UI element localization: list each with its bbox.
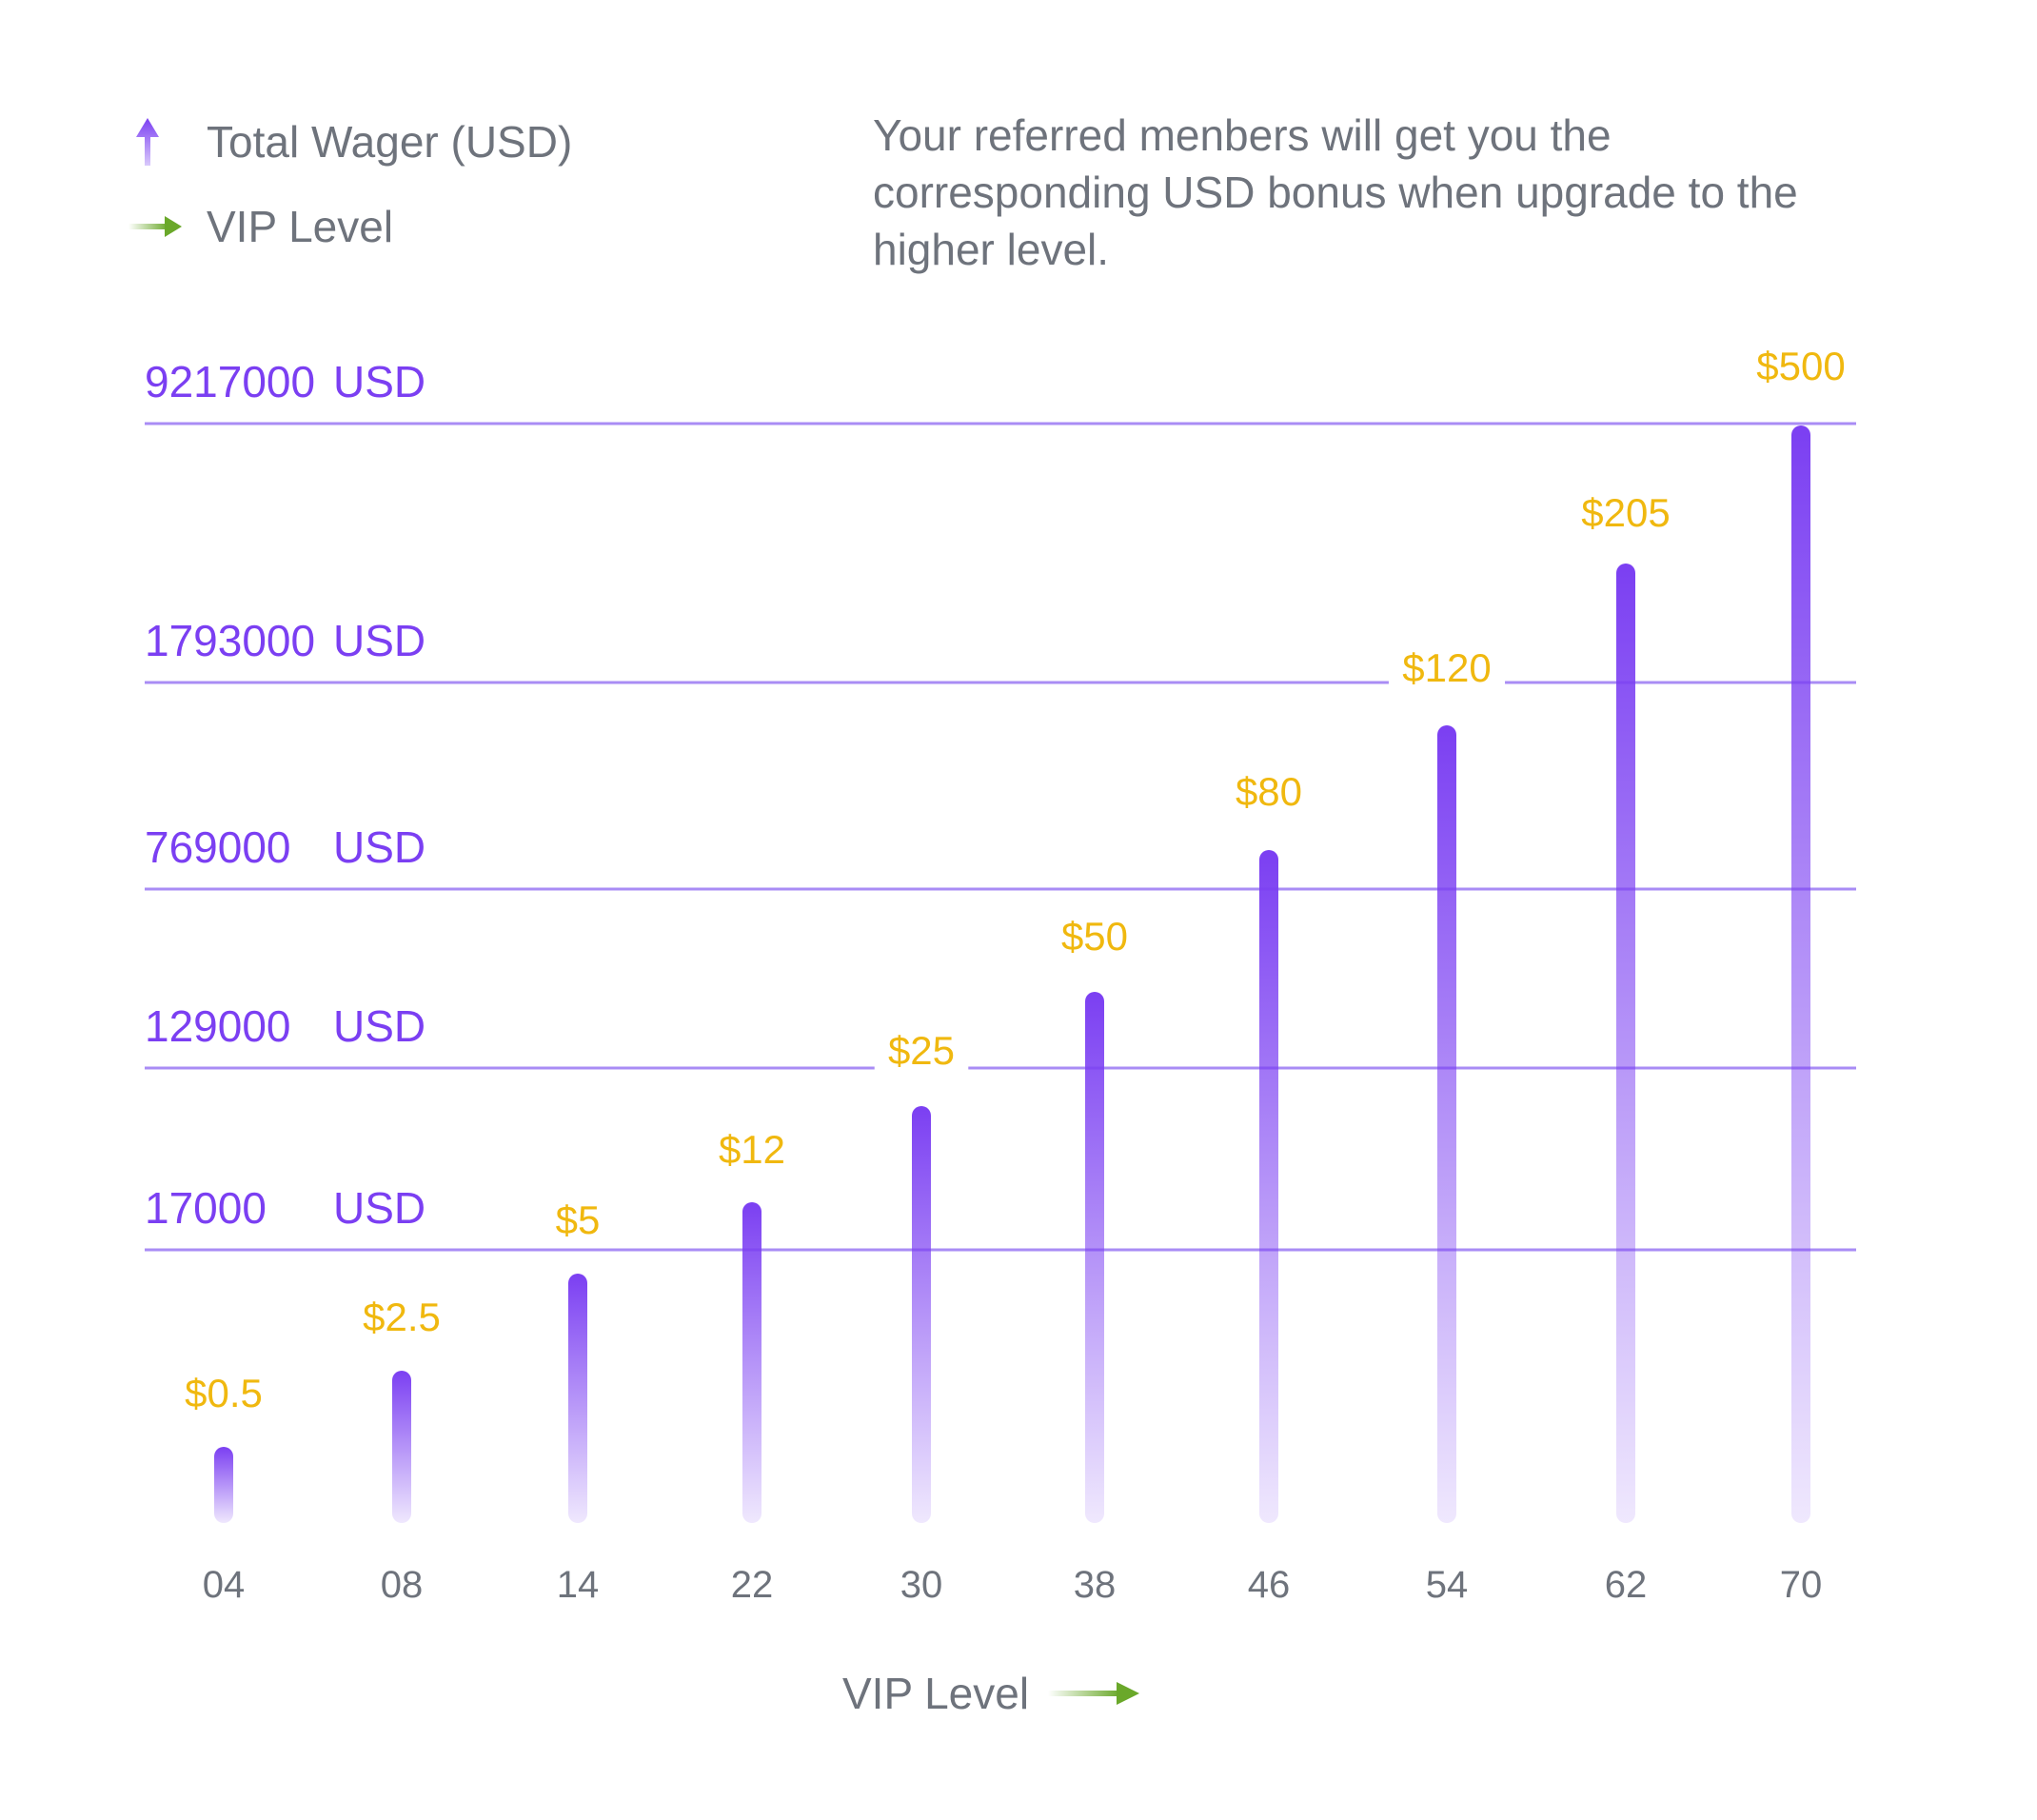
data-label-background (1047, 908, 1142, 963)
data-label: $80 (1236, 769, 1302, 814)
x-tick-label: 70 (1780, 1564, 1823, 1606)
data-label-background (1742, 338, 1860, 393)
reference-line-value: 129000 (145, 1001, 291, 1051)
bar-level-54 (1437, 725, 1456, 1523)
x-axis-label: VIP Level (842, 1669, 1030, 1718)
reference-line-unit: USD (333, 616, 425, 665)
x-tick-label: 08 (381, 1564, 424, 1606)
x-tick-label: 54 (1426, 1564, 1469, 1606)
legend-label-total-wager: Total Wager (USD) (207, 117, 573, 167)
bar-level-46 (1259, 850, 1278, 1523)
x-tick-label: 62 (1605, 1564, 1648, 1606)
reference-line-unit: USD (333, 357, 425, 406)
data-label: $2.5 (363, 1295, 441, 1339)
bar-level-30 (912, 1106, 931, 1523)
data-label: $25 (888, 1028, 955, 1073)
legend-item-total-wager: Total Wager (USD) (129, 116, 572, 168)
data-label-background (874, 1022, 969, 1078)
x-tick-label: 04 (203, 1564, 246, 1606)
arrow-right-icon (1048, 1682, 1140, 1705)
data-label-background (1567, 485, 1685, 540)
referral-note: Your referred menbers will get you the c… (873, 110, 1798, 274)
reference-line-unit: USD (333, 1001, 425, 1051)
reference-line-value: 1793000 (145, 616, 315, 665)
x-tick-label: 22 (731, 1564, 774, 1606)
data-label: $500 (1756, 344, 1845, 388)
reference-line-unit: USD (333, 822, 425, 872)
data-label: $0.5 (185, 1371, 263, 1415)
bar-level-14 (568, 1274, 587, 1523)
data-label-background (704, 1121, 800, 1177)
x-tick-label: 30 (900, 1564, 943, 1606)
bars (214, 425, 1810, 1523)
data-label-background (1221, 763, 1316, 819)
legend-label-vip-level: VIP Level (207, 202, 394, 251)
legend-item-vip-level: VIP Level (129, 201, 393, 252)
reference-line-value: 769000 (145, 822, 291, 872)
bar-level-62 (1616, 564, 1635, 1523)
data-labels: $0.5 $2.5 $5 $12 $25 $50 $80 $120 $205 $500 (165, 338, 1860, 1420)
data-label-background (1388, 640, 1506, 695)
reference-line-value: 9217000 (145, 357, 315, 406)
reference-line-unit: USD (333, 1183, 425, 1233)
data-label: $205 (1581, 490, 1670, 535)
x-tick-label: 14 (557, 1564, 600, 1606)
data-label: $12 (719, 1127, 785, 1172)
arrow-right-icon (129, 216, 182, 237)
x-tick-label: 46 (1248, 1564, 1291, 1606)
x-axis-title: VIP Level (842, 1668, 1143, 1719)
data-label-background (165, 1365, 283, 1420)
bar-level-08 (392, 1371, 411, 1523)
data-label: $50 (1061, 914, 1128, 959)
data-label: $120 (1402, 645, 1491, 690)
data-label-background (542, 1192, 614, 1247)
data-label: $5 (556, 1197, 601, 1242)
x-tick-labels: 04 08 14 22 30 38 46 54 62 70 (203, 1564, 1823, 1606)
bar-level-22 (742, 1202, 761, 1523)
data-label-background (343, 1289, 461, 1344)
bar-level-38 (1085, 992, 1104, 1523)
x-tick-label: 38 (1074, 1564, 1117, 1606)
reference-line-value: 17000 (145, 1183, 267, 1233)
reference-lines: 17000 USD 129000 USD 769000 USD 1793000 USD 9217… (145, 357, 1856, 1252)
arrow-up-icon (136, 118, 159, 166)
bar-level-04 (214, 1447, 233, 1523)
bar-level-70 (1791, 425, 1810, 1523)
